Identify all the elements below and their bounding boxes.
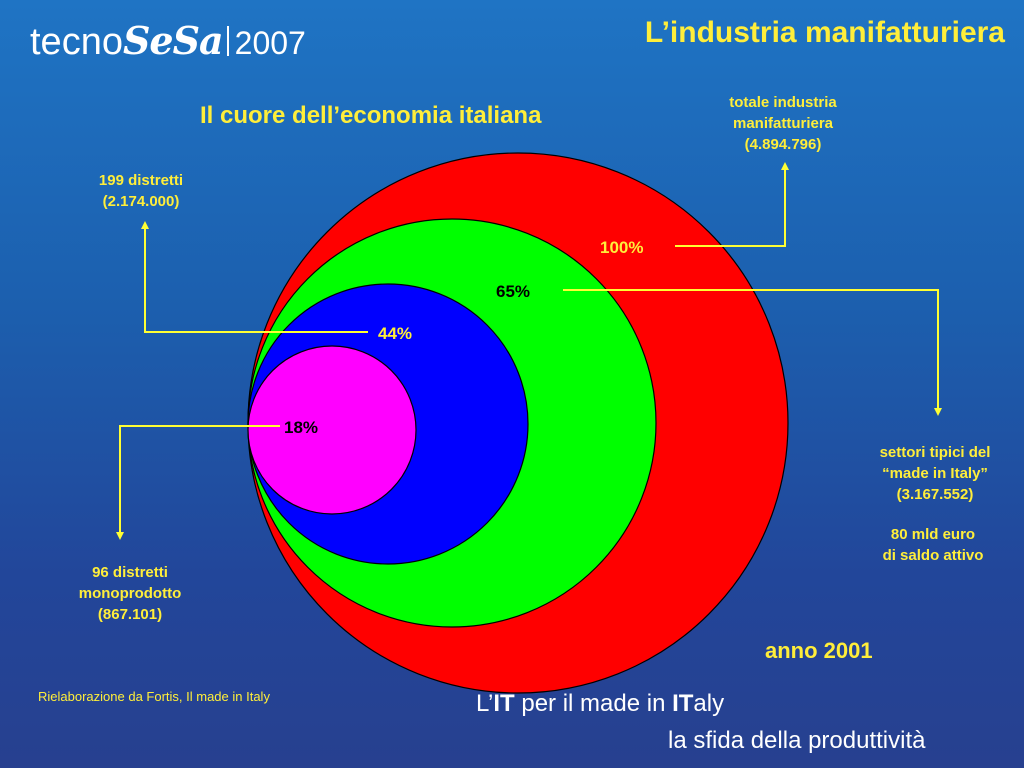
connector-100 (675, 162, 789, 247)
annotation-96-districts: 96 distretti monoprodotto (867.101) (78, 564, 182, 623)
tecnosesa-logo: tecnoSeSa 2007 (30, 18, 306, 66)
annotation-made-in-italy: settori tipici del “made in Italy” (3.16… (879, 444, 991, 503)
tagline-mid: per il made in (514, 690, 673, 717)
source-note: Rielaborazione da Fortis, Il made in Ita… (38, 689, 270, 704)
tagline-it-2: IT (672, 690, 694, 717)
slide-title: L’industria manifatturiera (644, 16, 1005, 49)
circle-18 (247, 345, 417, 515)
percent-label-65: 65% (496, 282, 531, 301)
connector-18 (116, 425, 280, 540)
tagline-it-1: IT (493, 690, 515, 717)
annotation-trade-balance: 80 mld euro di saldo attivo (882, 526, 984, 564)
annotation-199-districts: 199 distretti (2.174.000) (98, 172, 184, 210)
percent-label-44: 44% (378, 324, 413, 343)
logo-divider (226, 26, 229, 56)
percent-label-18: 18% (284, 418, 319, 437)
connector-lines (116, 162, 942, 540)
tagline-line-1: L’IT per il made in ITaly (476, 690, 724, 718)
slide-subtitle: Il cuore dell’economia italiana (200, 102, 542, 129)
tagline-suffix: aly (693, 690, 725, 717)
tagline-prefix: L’ (476, 690, 494, 717)
logo-brand-suffix: SeSa (122, 18, 224, 63)
logo-year: 2007 (234, 25, 306, 61)
year-label: anno 2001 (765, 638, 873, 663)
logo-brand-prefix: tecno (30, 21, 123, 63)
tagline-line-2: la sfida della produttività (668, 727, 926, 754)
percent-label-100: 100% (600, 238, 644, 257)
annotation-total-industry: totale industria manifatturiera (4.894.7… (729, 94, 837, 153)
connector-65 (563, 289, 942, 416)
connector-44 (141, 221, 368, 333)
